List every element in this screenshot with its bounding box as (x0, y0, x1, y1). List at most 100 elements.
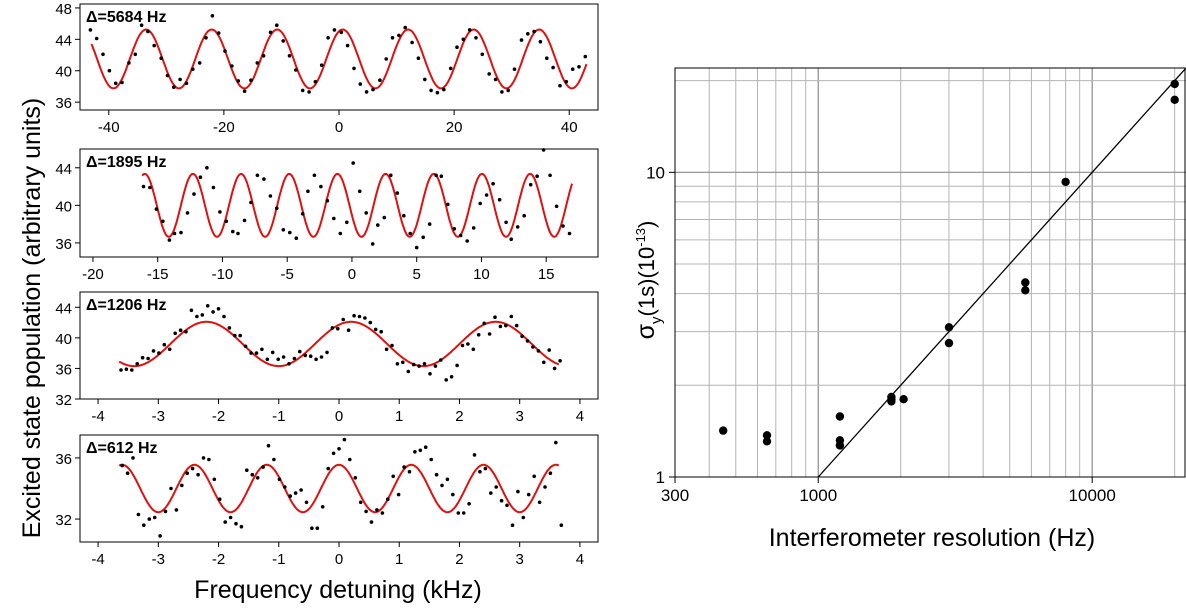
data-point (268, 194, 273, 198)
data-point (174, 508, 179, 512)
data-point (236, 79, 241, 83)
data-point (445, 477, 450, 482)
x-tick-label: -5 (281, 266, 294, 283)
data-point (265, 357, 270, 362)
panel-3: 32 36 40 44 -4 -3 -2 -1 0 1 2 3 4 Δ=1206 Hz (55, 291, 599, 425)
panel-title: Δ=612 Hz (86, 440, 158, 457)
data-point (107, 68, 112, 73)
data-point (222, 314, 226, 319)
data-point (538, 39, 543, 44)
data-point (346, 328, 351, 333)
data-point (364, 90, 369, 94)
data-point (146, 356, 150, 361)
right-y-axis-label-group: σy(1s)(10-13) (632, 221, 665, 340)
data-point (303, 353, 308, 358)
data-point (835, 441, 845, 450)
data-point (146, 29, 150, 34)
data-point (172, 231, 177, 236)
panel-title: Δ=1895 Hz (86, 154, 166, 171)
data-point (456, 511, 461, 515)
x-tick-label: -15 (147, 266, 169, 283)
y-tick-label: 36 (55, 451, 72, 468)
data-point (446, 202, 450, 207)
data-point (135, 362, 139, 366)
data-point (429, 88, 433, 93)
x-tick-label: 0 (335, 551, 343, 568)
panel-4: 32 36 -4 -3 -2 -1 0 1 2 3 4 Δ=612 Hz (55, 434, 599, 568)
data-point (308, 354, 313, 359)
data-point (320, 505, 325, 509)
data-point (390, 36, 395, 40)
data-point (509, 237, 513, 241)
data-point (433, 364, 438, 368)
data-point (169, 486, 173, 491)
data-point (559, 523, 564, 527)
data-point (345, 43, 350, 48)
data-point (427, 222, 432, 226)
x-tick-label: 1 (395, 408, 403, 425)
data-point (288, 230, 292, 235)
data-point (466, 342, 470, 346)
plot-frame (674, 67, 1186, 478)
data-point (249, 351, 253, 355)
data-point (120, 80, 124, 85)
data-point (384, 347, 389, 352)
data-point (422, 362, 427, 366)
data-point (500, 90, 504, 94)
data-point (467, 28, 472, 32)
data-point (292, 356, 297, 361)
x-tick-label: 10000 (1069, 486, 1116, 505)
data-point (275, 206, 279, 210)
data-point (558, 359, 562, 363)
data-point (233, 333, 237, 338)
x-tick-label: 300 (661, 486, 689, 505)
data-point (363, 316, 367, 320)
data-point (167, 347, 172, 352)
data-point (198, 175, 203, 179)
data-point (304, 500, 309, 505)
data-point (131, 456, 135, 460)
data-point (364, 509, 368, 514)
x-tick-label: -4 (91, 551, 104, 568)
data-point (460, 343, 465, 348)
data-point (382, 215, 387, 220)
data-point (281, 39, 286, 43)
x-tick-label: 4 (576, 408, 584, 425)
panel-frame (79, 148, 599, 258)
left-x-axis-label: Frequency detuning (kHz) (194, 576, 482, 604)
data-point (423, 77, 427, 82)
data-point (395, 362, 400, 366)
resolution-chart: 300 1000 10000 1 10 (646, 67, 1186, 505)
data-point (300, 212, 305, 216)
data-point (561, 224, 565, 228)
data-point (397, 33, 401, 38)
data-point (357, 314, 362, 319)
data-point (577, 65, 581, 69)
data-point (379, 329, 384, 334)
data-point (236, 231, 240, 236)
data-point (223, 520, 227, 524)
data-point (371, 87, 375, 92)
data-point (1021, 278, 1030, 287)
data-point (268, 30, 273, 35)
data-point (452, 227, 457, 231)
y-tick-label: 32 (55, 392, 72, 409)
data-point (504, 220, 508, 225)
data-point (461, 37, 466, 42)
x-tick-label: 0 (335, 119, 343, 136)
x-tick-label: -10 (212, 266, 234, 283)
data-point (380, 511, 385, 515)
x-tick-label: 0 (348, 266, 356, 283)
data-point (242, 89, 247, 93)
data-point (352, 313, 356, 318)
data-point (162, 342, 167, 347)
data-point (537, 500, 542, 505)
data-point (179, 230, 183, 235)
data-point (227, 326, 232, 330)
data-point (375, 508, 379, 512)
data-point (148, 185, 152, 190)
data-point (287, 54, 292, 58)
data-point (142, 523, 146, 527)
x-tick-label: -2 (212, 551, 225, 568)
